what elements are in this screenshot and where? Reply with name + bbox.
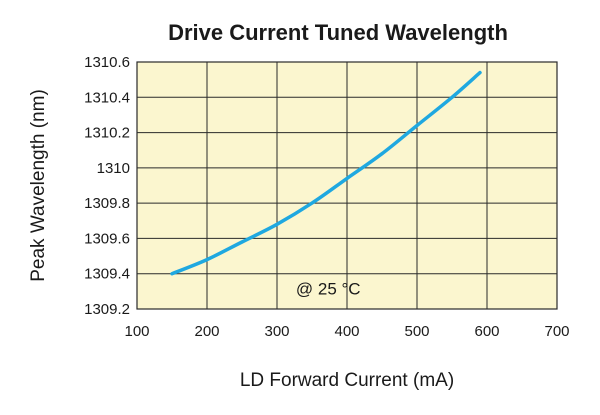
- temperature-annotation: @ 25 °C: [296, 280, 361, 299]
- x-tick-label: 300: [264, 323, 289, 340]
- x-axis-ticks: 100 200 300 400 500 600 700: [124, 323, 569, 340]
- y-tick-label: 1310.2: [84, 125, 130, 142]
- grid: [137, 62, 557, 309]
- plot-frame: [136, 61, 558, 310]
- x-axis-label: LD Forward Current (mA): [240, 370, 454, 391]
- y-tick-label: 1310.4: [84, 89, 130, 106]
- y-tick-label: 1309.8: [84, 195, 130, 212]
- y-tick-label: 1309.4: [84, 266, 130, 283]
- y-axis-label: Peak Wavelength (nm): [28, 89, 49, 282]
- x-tick-label: 200: [194, 323, 219, 340]
- series-layer: [170, 70, 482, 276]
- x-tick-label: 700: [544, 323, 569, 340]
- y-axis-ticks: 1309.2 1309.4 1309.6 1309.8 1310 1310.2 1310.4…: [84, 54, 130, 318]
- x-tick-label: 400: [334, 323, 359, 340]
- y-tick-label: 1310.6: [84, 54, 130, 71]
- x-tick-label: 600: [474, 323, 499, 340]
- y-tick-label: 1309.6: [84, 230, 130, 247]
- y-tick-label: 1310: [97, 160, 130, 177]
- x-tick-label: 100: [124, 323, 149, 340]
- y-tick-label: 1309.2: [84, 301, 130, 318]
- x-tick-label: 500: [404, 323, 429, 340]
- chart-title: Drive Current Tuned Wavelength: [168, 20, 508, 45]
- series-line: [170, 70, 482, 276]
